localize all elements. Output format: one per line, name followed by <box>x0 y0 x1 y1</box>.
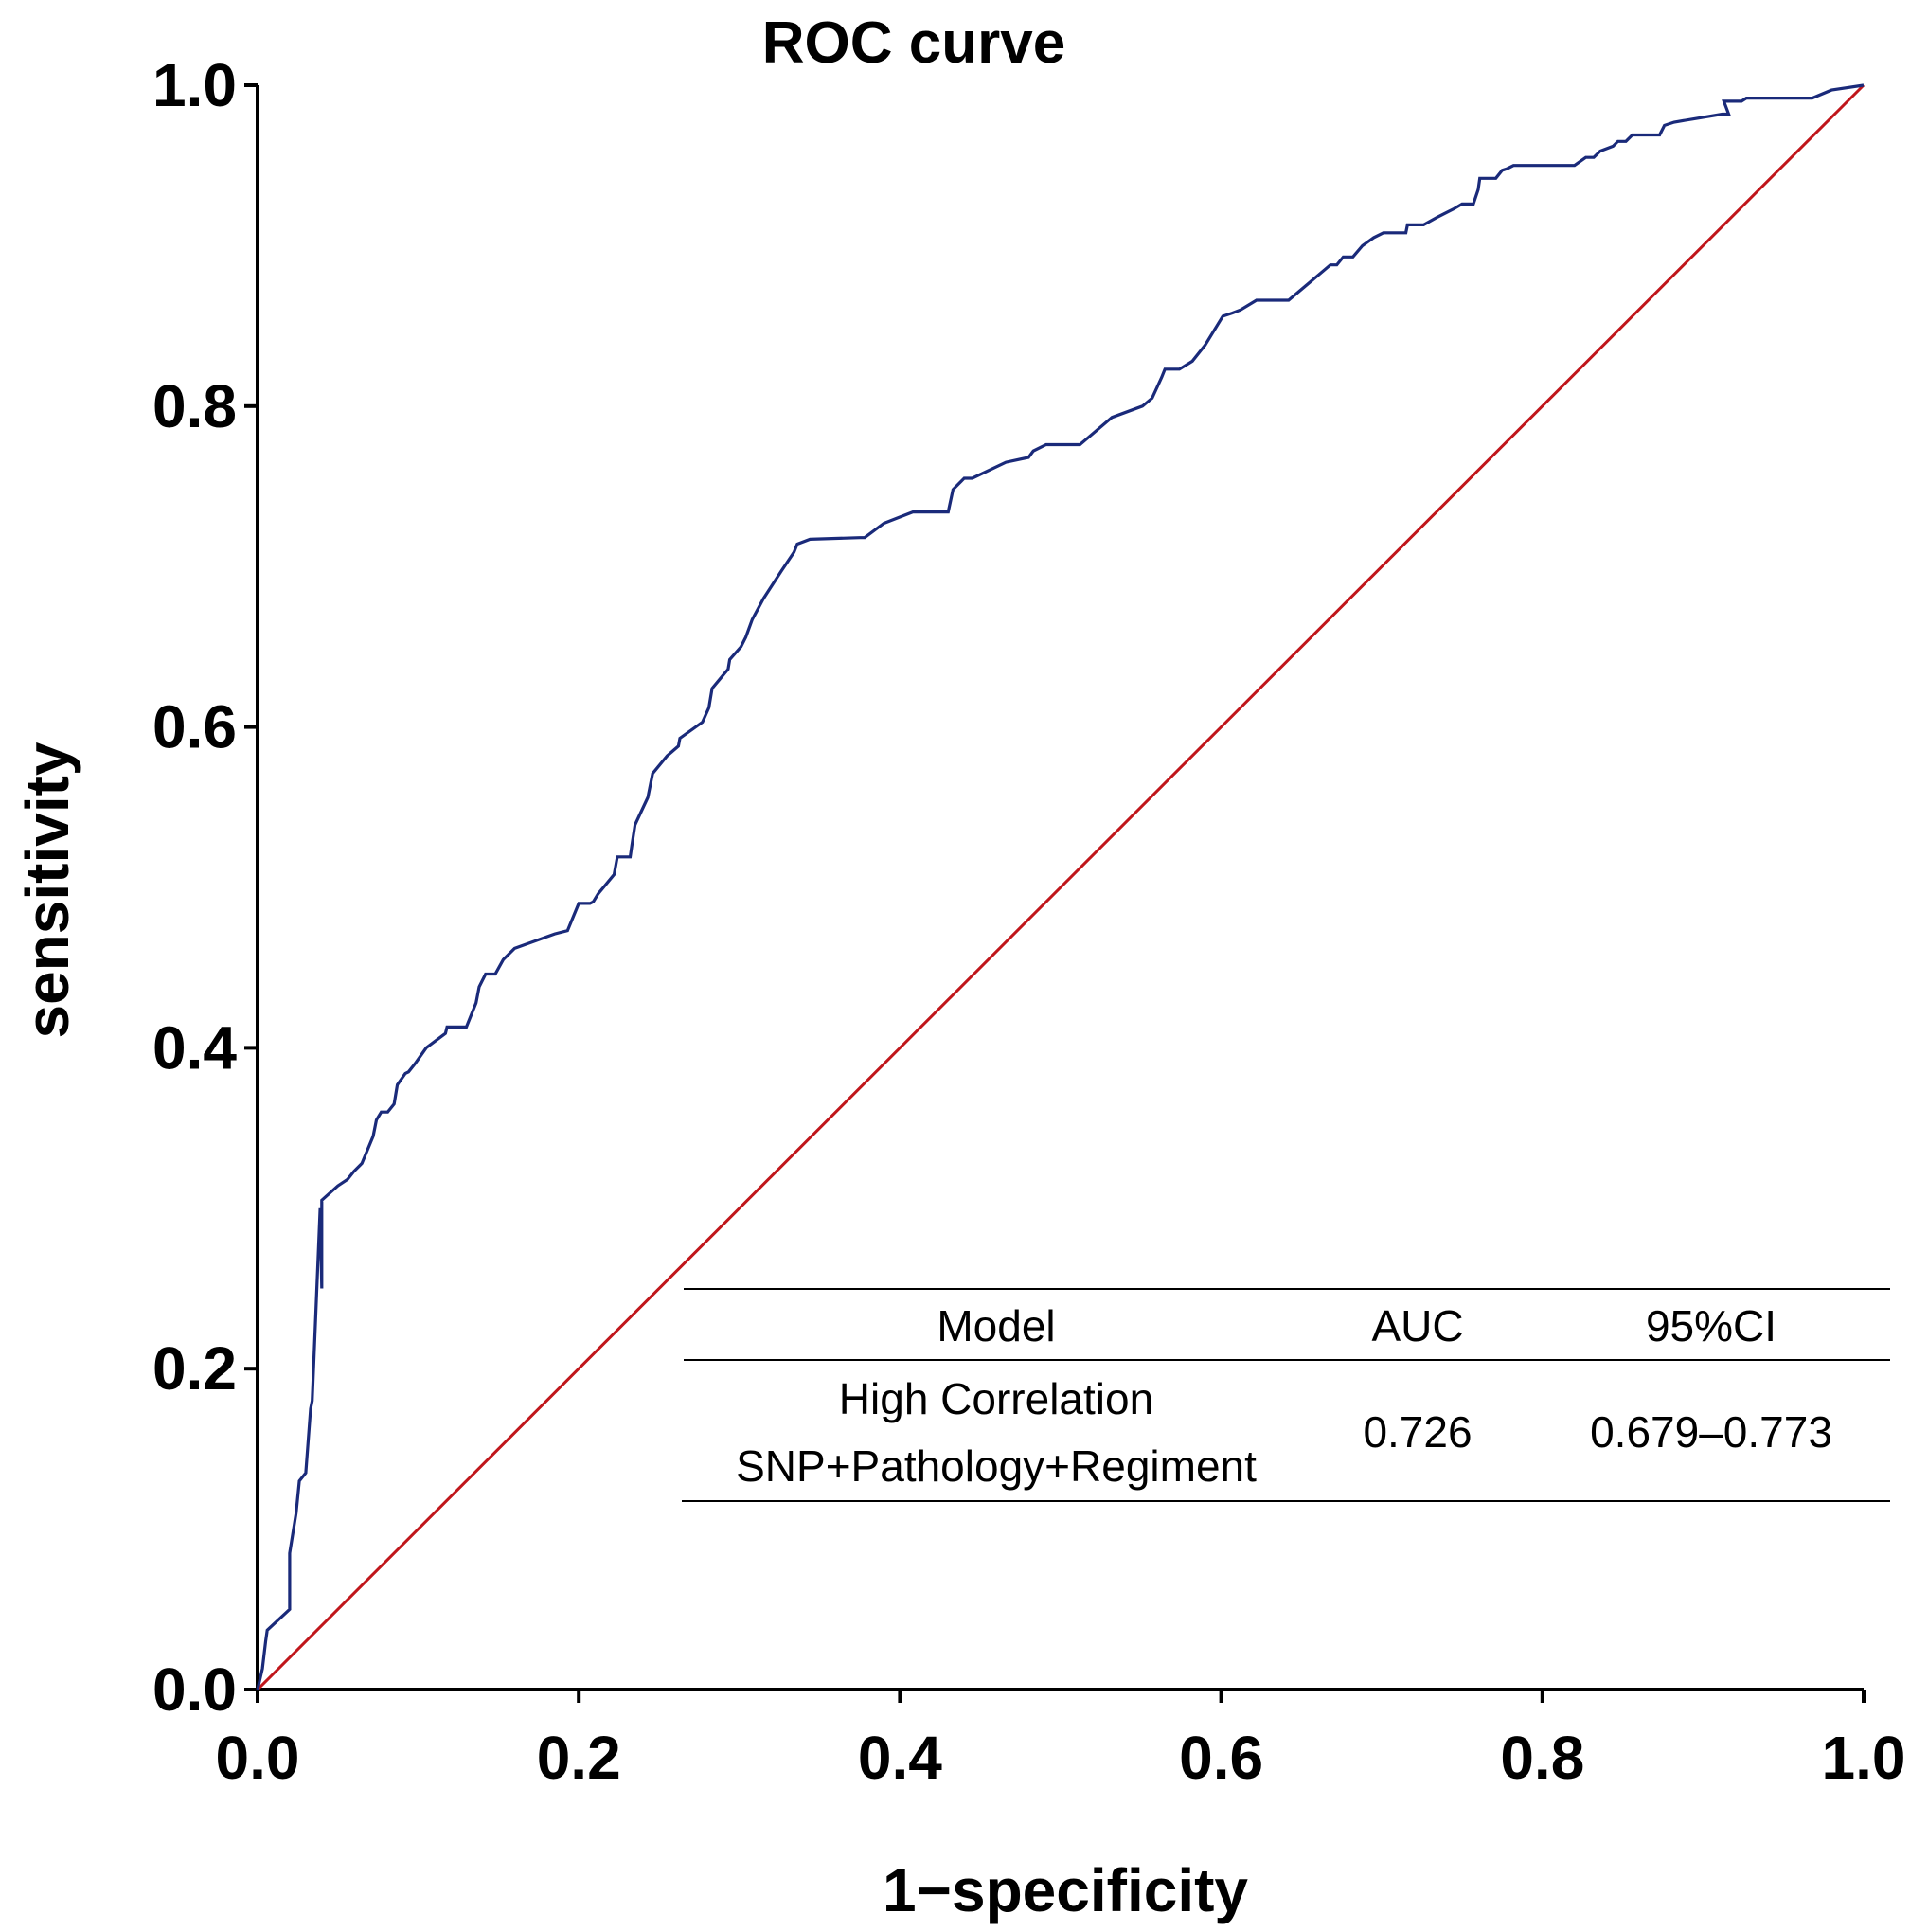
table-header-auc: AUC <box>1371 1301 1463 1351</box>
table-cell-model-line1: High Correlation <box>839 1374 1153 1423</box>
x-tick-label: 0.0 <box>216 1724 300 1792</box>
y-tick-label: 0.8 <box>152 372 237 440</box>
roc-curve-line <box>256 83 1865 1690</box>
y-tick-label: 0.4 <box>152 1013 237 1082</box>
x-tick-label: 0.6 <box>1179 1724 1263 1792</box>
x-tick-label: 1.0 <box>1822 1724 1906 1792</box>
y-tick-label: 0.2 <box>152 1334 237 1403</box>
table-cell-model-line2: SNP+Pathology+Regiment <box>736 1441 1257 1491</box>
x-axis-label: 1−specificity <box>883 1856 1248 1924</box>
x-tick-label: 0.4 <box>858 1724 942 1792</box>
y-tick-label: 0.0 <box>152 1655 237 1724</box>
table-header-model: Model <box>937 1301 1055 1351</box>
y-ticks: 0.0 0.2 0.4 0.6 0.8 1.0 <box>152 51 258 1724</box>
reference-diagonal-line <box>256 83 1866 1691</box>
table-cell-ci: 0.679–0.773 <box>1590 1407 1832 1457</box>
table-header-ci: 95%CI <box>1646 1301 1776 1351</box>
table-cell-auc: 0.726 <box>1363 1407 1472 1457</box>
y-tick-label: 1.0 <box>152 51 237 119</box>
y-axis-label: sensitivity <box>13 742 81 1038</box>
y-tick-label: 0.6 <box>152 693 237 761</box>
x-tick-label: 0.2 <box>537 1724 621 1792</box>
x-tick-label: 0.8 <box>1500 1724 1584 1792</box>
chart-title: ROC curve <box>762 10 1065 76</box>
auc-table: Model AUC 95%CI High Correlation SNP+Pat… <box>682 1288 1890 1502</box>
x-ticks: 0.0 0.2 0.4 0.6 0.8 1.0 <box>216 1690 1906 1792</box>
